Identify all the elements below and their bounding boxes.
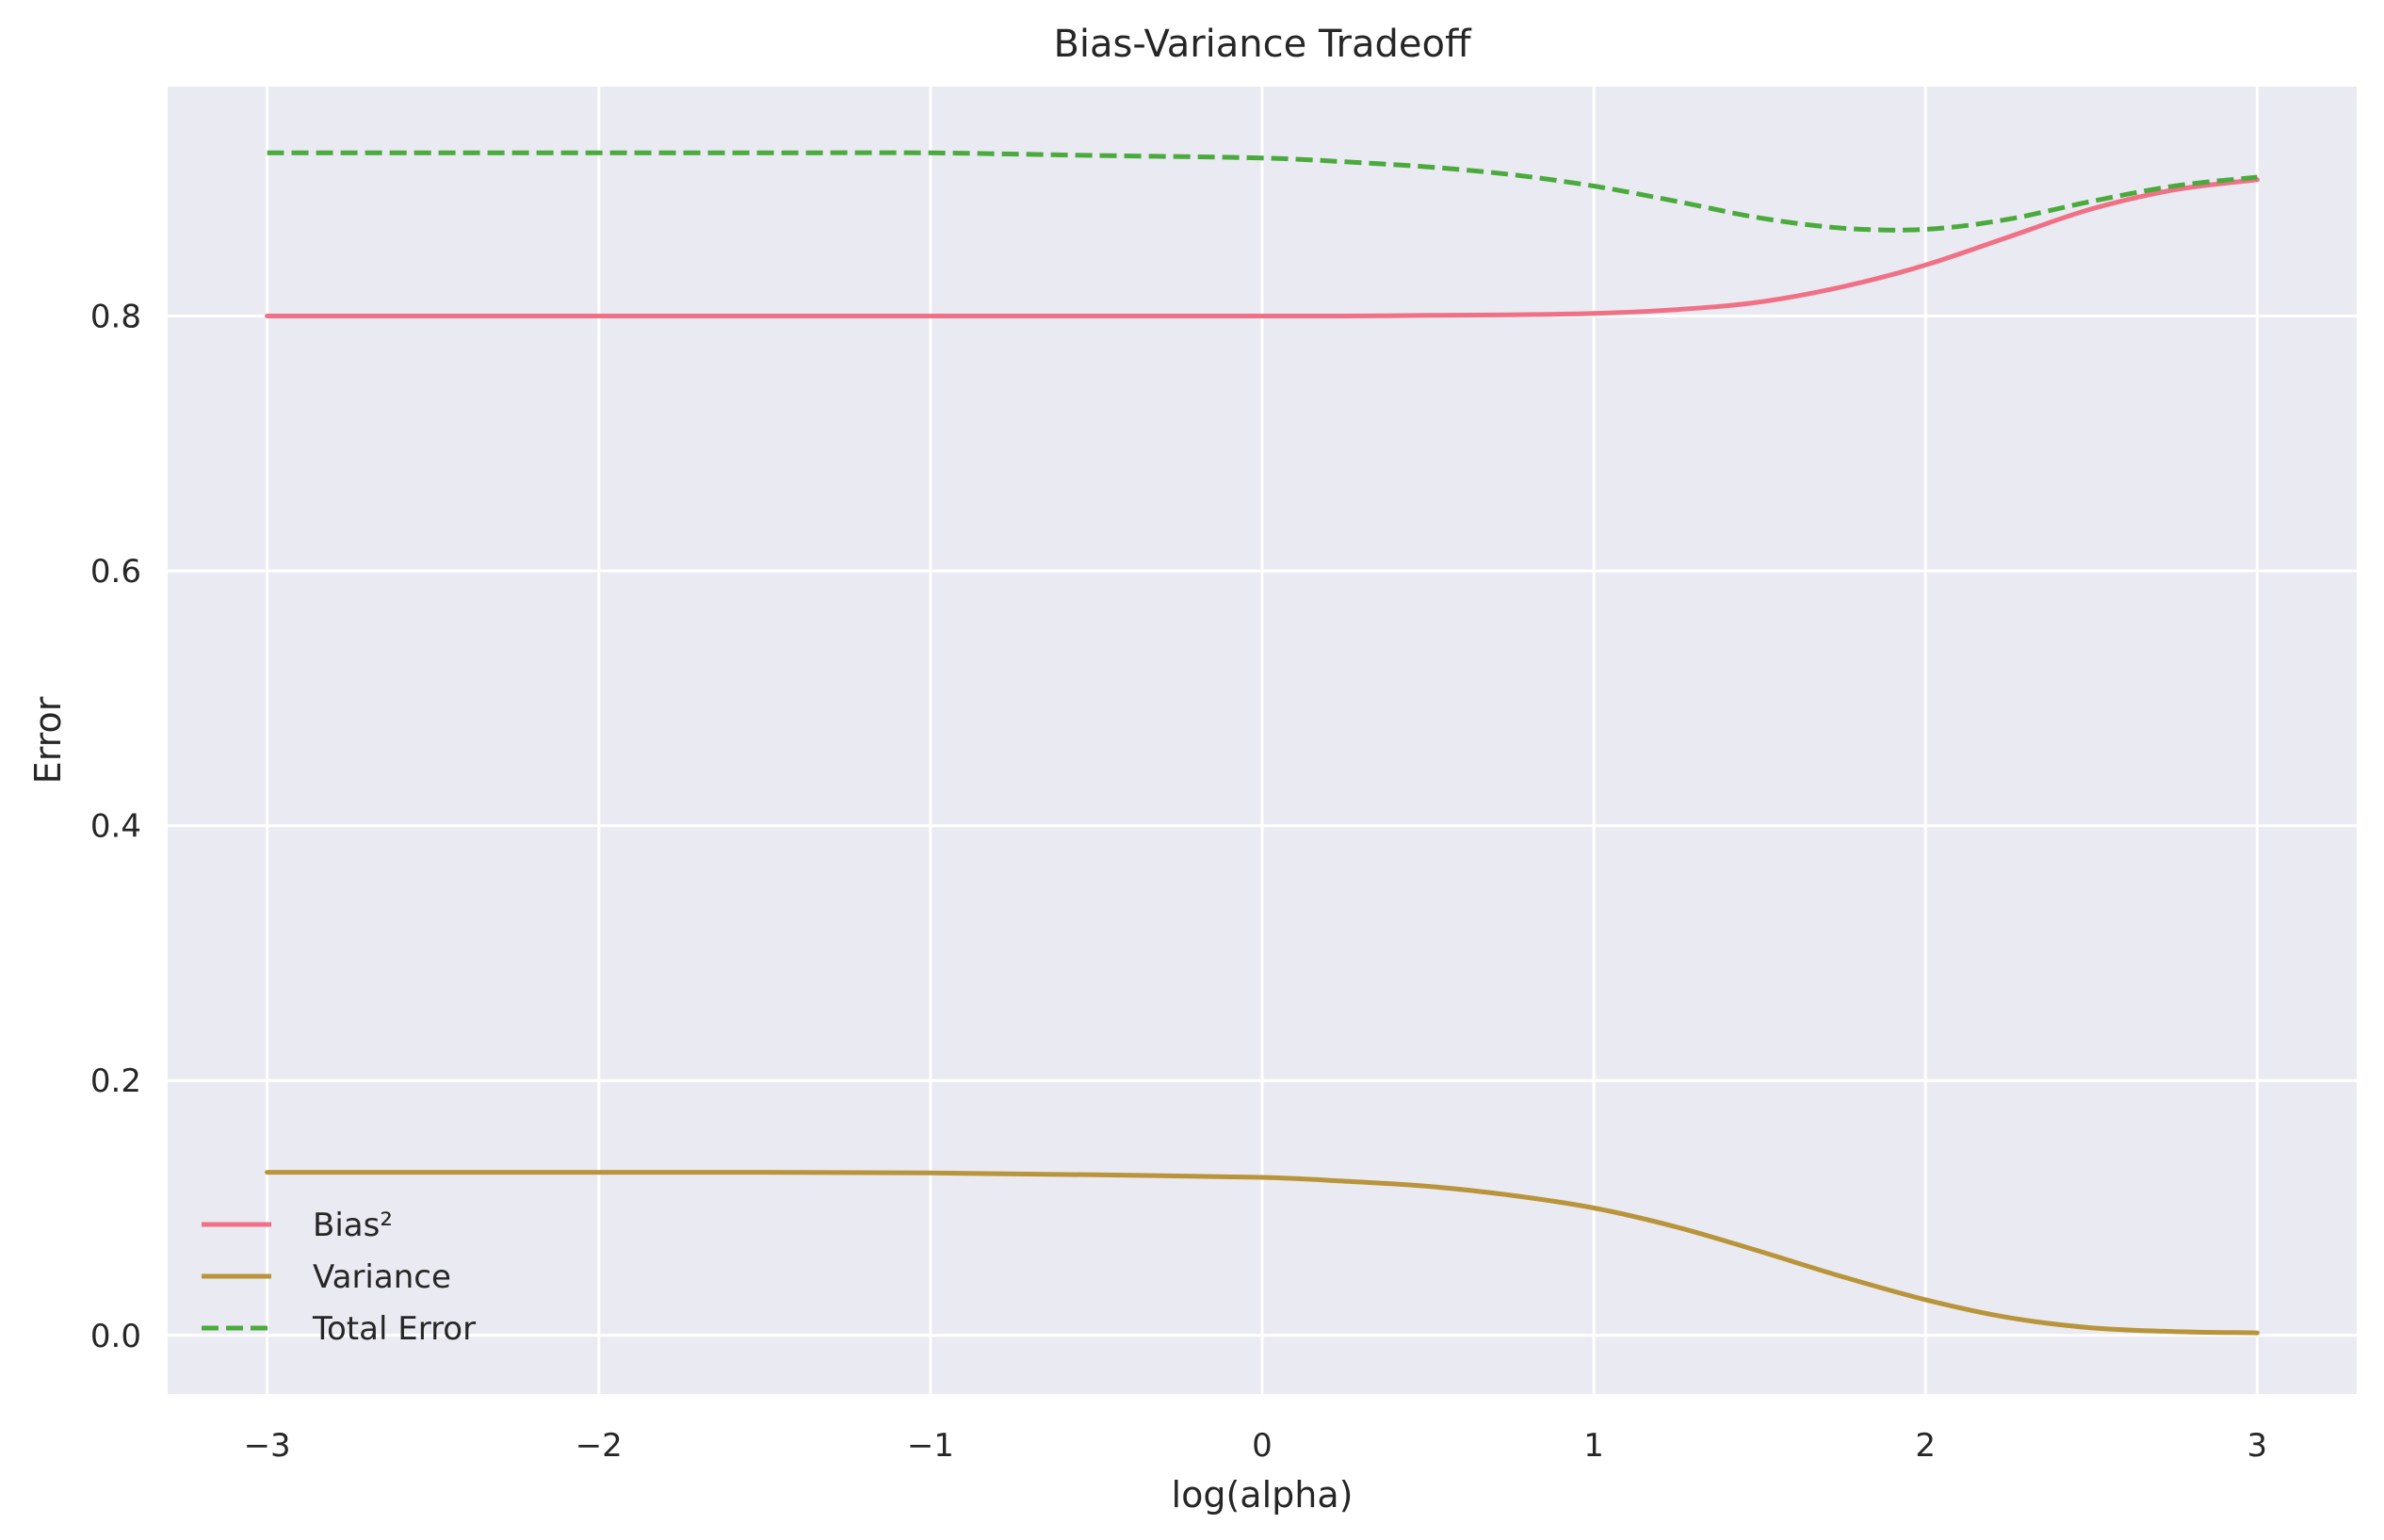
x-axis-ticks: −3 −2 −1 0 1 2 3 [244, 1427, 2268, 1465]
x-tick-label: 1 [1583, 1427, 1604, 1465]
chart-title: Bias-Variance Tradeoff [1053, 23, 1471, 66]
x-axis-label: log(alpha) [1172, 1474, 1354, 1516]
y-axis-ticks: 0.0 0.2 0.4 0.6 0.8 [90, 299, 141, 1355]
x-tick-label: −3 [244, 1427, 291, 1465]
y-tick-label: 0.2 [90, 1062, 141, 1100]
x-tick-label: −1 [907, 1427, 954, 1465]
series-line-total-error [267, 150, 2258, 233]
grid [168, 87, 2357, 1394]
y-tick-label: 0.0 [90, 1318, 141, 1355]
series-line-bias [265, 177, 2260, 319]
y-tick-label: 0.4 [90, 808, 141, 846]
legend-label: Bias² [313, 1207, 393, 1244]
x-tick-label: 2 [1915, 1427, 1936, 1465]
legend-label: Total Error [312, 1310, 476, 1348]
legend: Bias² Variance Total Error [202, 1207, 476, 1348]
x-tick-label: 3 [2247, 1427, 2268, 1465]
x-tick-label: 0 [1252, 1427, 1273, 1465]
series-line-variance [265, 1170, 2260, 1336]
y-tick-label: 0.6 [90, 553, 141, 591]
y-tick-label: 0.8 [90, 299, 141, 336]
legend-label: Variance [313, 1258, 451, 1296]
series-lines [265, 150, 2260, 1336]
y-axis-label: Error [27, 696, 69, 784]
x-tick-label: −2 [576, 1427, 623, 1465]
